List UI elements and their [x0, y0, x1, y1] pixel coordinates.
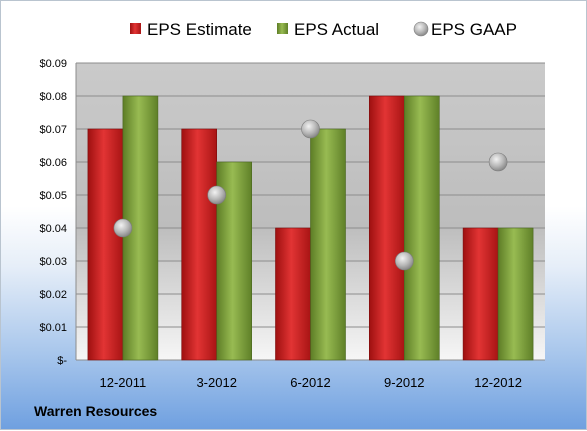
bar-eps-actual	[403, 95, 440, 361]
y-tick-label: $0.08	[39, 91, 67, 103]
bar-eps-actual	[497, 227, 534, 361]
marker-eps-gaap	[394, 251, 414, 271]
y-tick-label: $0.04	[39, 223, 67, 235]
y-tick-label: $0.05	[39, 190, 67, 202]
marker-eps-gaap	[301, 119, 320, 139]
y-axis: $0.09 $0.08 $0.07 $0.06 $0.05 $0.04 $0.03 $0.02…	[39, 58, 77, 367]
legend-swatch-estimate	[130, 23, 141, 34]
x-tick-label: 9-2012	[384, 375, 424, 390]
y-tick-label: $0.03	[39, 256, 67, 268]
y-tick-label: $0.02	[39, 289, 67, 301]
x-tick-label: 12-2011	[100, 375, 147, 390]
bar-eps-actual	[310, 128, 346, 361]
y-tick-label: $0.06	[39, 157, 67, 169]
bar-eps-estimate	[275, 227, 311, 361]
bar-eps-estimate	[368, 95, 405, 361]
bar-eps-estimate	[87, 128, 124, 361]
legend-label: EPS Actual	[294, 20, 379, 39]
company-name: Warren Resources	[34, 403, 158, 419]
marker-eps-gaap	[113, 218, 133, 238]
legend-label: EPS Estimate	[147, 20, 252, 39]
x-tick-label: 6-2012	[290, 375, 330, 390]
bar-eps-estimate	[462, 227, 499, 361]
marker-eps-gaap	[207, 185, 226, 205]
gaap-markers	[113, 119, 508, 271]
legend-swatch-gaap	[413, 21, 429, 37]
legend-swatch-actual	[277, 23, 288, 34]
marker-eps-gaap	[488, 152, 508, 172]
x-axis: 12-2011 3-2012 6-2012 9-2012 12-2012	[100, 375, 522, 390]
legend-label: EPS GAAP	[431, 20, 517, 39]
y-tick-label: $0.07	[39, 124, 67, 136]
y-tick-label: $0.09	[39, 58, 67, 70]
x-tick-label: 12-2012	[474, 375, 522, 390]
x-tick-label: 3-2012	[196, 375, 236, 390]
legend: EPS Estimate EPS Actual EPS GAAP	[130, 20, 517, 39]
y-tick-label: $-	[57, 355, 67, 367]
bar-eps-estimate	[181, 128, 217, 361]
bars	[87, 95, 534, 361]
y-tick-label: $0.01	[39, 322, 67, 334]
